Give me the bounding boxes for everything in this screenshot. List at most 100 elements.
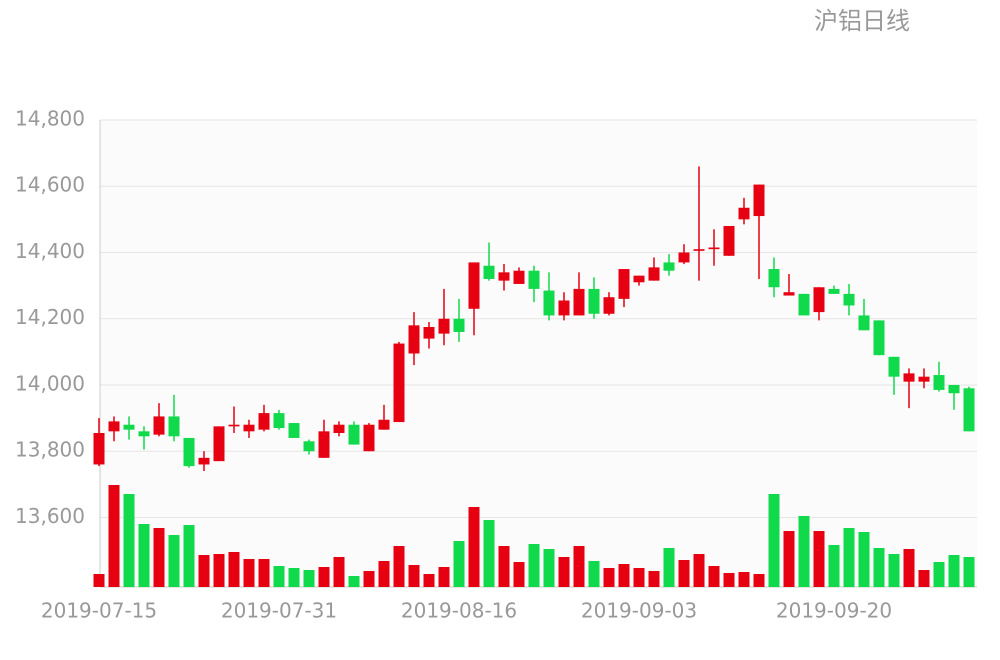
volume-bar xyxy=(438,567,450,587)
candle-body xyxy=(738,207,750,220)
volume-bar xyxy=(108,485,120,587)
candle-body xyxy=(303,441,315,452)
candle-body xyxy=(633,275,645,283)
volume-bar xyxy=(843,528,855,587)
volume-bar xyxy=(603,568,615,587)
candle-body xyxy=(183,437,195,467)
volume-bar xyxy=(543,549,555,587)
volume-bar xyxy=(453,541,465,587)
y-tick-label: 14,200 xyxy=(15,305,85,329)
volume-bar xyxy=(558,557,570,587)
volume-bar xyxy=(183,525,195,587)
volume-bar xyxy=(633,568,645,587)
candle-body xyxy=(543,290,555,316)
volume-bar xyxy=(318,567,330,587)
candle-body xyxy=(678,252,690,263)
y-tick-label: 13,800 xyxy=(15,438,85,462)
volume-bar xyxy=(888,554,900,587)
candle-body xyxy=(663,262,675,271)
candle-body xyxy=(438,318,450,334)
volume-bar xyxy=(948,555,960,587)
candle-body xyxy=(288,423,300,438)
x-tick-label: 2019-07-15 xyxy=(41,599,157,623)
candle-body xyxy=(918,376,930,382)
volume-bar xyxy=(363,571,375,587)
candle-body xyxy=(933,375,945,390)
y-tick-label: 14,400 xyxy=(15,239,85,263)
candle-body xyxy=(513,270,525,284)
volume-bar xyxy=(933,562,945,587)
volume-bar xyxy=(303,570,315,587)
candle-body xyxy=(828,288,840,294)
volume-bar xyxy=(708,566,720,587)
volume-bar xyxy=(528,544,540,587)
volume-bar xyxy=(378,561,390,587)
volume-bar xyxy=(858,532,870,587)
candle-body xyxy=(798,293,810,316)
candle-body xyxy=(453,318,465,332)
volume-bar xyxy=(828,545,840,587)
candle-body xyxy=(783,292,795,296)
volume-bar xyxy=(783,531,795,587)
volume-bar xyxy=(918,570,930,587)
volume-bar xyxy=(618,564,630,587)
volume-bar xyxy=(123,494,135,587)
candle-body xyxy=(603,297,615,314)
volume-bar xyxy=(168,535,180,587)
candle-body xyxy=(393,343,405,423)
candle-body xyxy=(813,287,825,313)
candle-body xyxy=(528,270,540,289)
volume-bar xyxy=(903,549,915,587)
volume-bar xyxy=(213,554,225,587)
candle-body xyxy=(558,300,570,316)
candle-body xyxy=(468,262,480,309)
candle-body xyxy=(948,384,960,394)
candle-body xyxy=(243,424,255,432)
x-tick-label: 2019-08-16 xyxy=(401,599,517,623)
candle-body xyxy=(708,247,720,250)
volume-bar xyxy=(753,574,765,587)
volume-bar xyxy=(738,572,750,587)
volume-bar xyxy=(408,565,420,587)
candle-body xyxy=(648,267,660,281)
candle-body xyxy=(138,431,150,437)
chart-title: 沪铝日线 xyxy=(814,7,910,35)
volume-bar xyxy=(138,524,150,587)
volume-bar xyxy=(768,494,780,587)
volume-bar xyxy=(198,555,210,587)
candle-body xyxy=(693,249,705,251)
candle-body xyxy=(198,457,210,465)
volume-bar xyxy=(723,573,735,587)
volume-bar xyxy=(258,559,270,587)
candle-body xyxy=(963,388,975,432)
candle-body xyxy=(588,288,600,314)
x-tick-label: 2019-07-31 xyxy=(221,599,337,623)
candle-body xyxy=(858,315,870,331)
volume-bar xyxy=(648,571,660,587)
y-tick-label: 14,000 xyxy=(15,371,85,395)
candle-body xyxy=(93,432,105,465)
candle-body xyxy=(843,293,855,306)
volume-bar xyxy=(588,561,600,587)
candle-body xyxy=(768,269,780,288)
volume-bar xyxy=(513,562,525,587)
candle-body xyxy=(408,325,420,354)
candle-body xyxy=(573,288,585,316)
candle-body xyxy=(318,431,330,458)
candle-body xyxy=(888,356,900,377)
candle-body xyxy=(753,184,765,217)
candle-body xyxy=(363,424,375,452)
candle-body xyxy=(108,421,120,432)
volume-bar xyxy=(963,557,975,587)
plot-area xyxy=(100,120,977,587)
volume-bar xyxy=(873,548,885,587)
candle-body xyxy=(348,424,360,445)
candle-body xyxy=(273,413,285,429)
volume-bar xyxy=(693,554,705,587)
candle-body xyxy=(483,265,495,279)
volume-bar xyxy=(348,576,360,587)
volume-bar xyxy=(288,568,300,587)
candle-body xyxy=(423,327,435,339)
volume-bar xyxy=(813,531,825,587)
